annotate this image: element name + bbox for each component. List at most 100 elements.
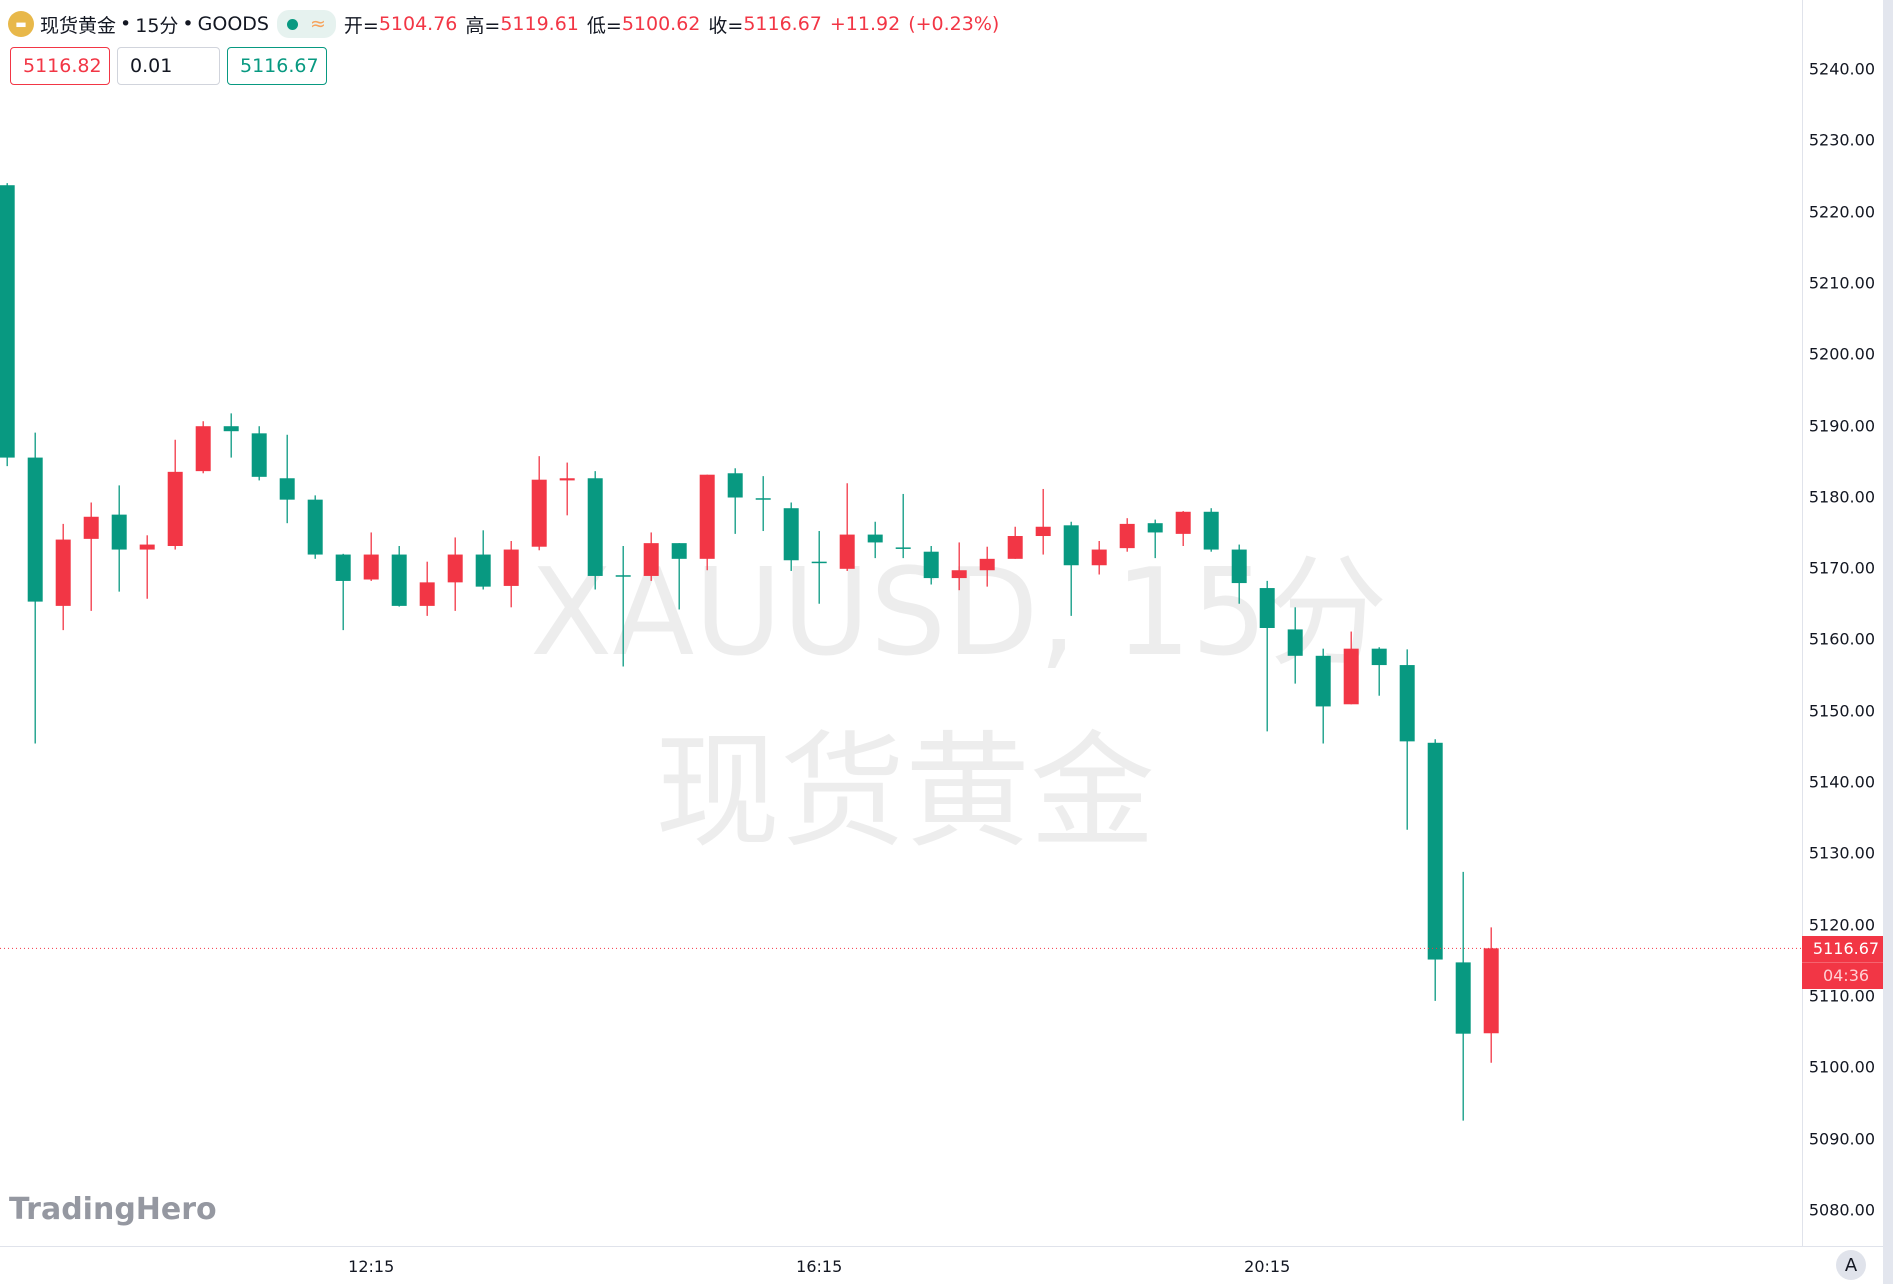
legend-header: ▬ 现货黄金 • 15分 • GOODS ≈ 开= 5104.76 高= 5119.… xyxy=(8,10,999,38)
candle-body[interactable] xyxy=(1147,523,1163,533)
price-tick-label: 5090.00 xyxy=(1808,1129,1875,1148)
price-tick-label: 5240.00 xyxy=(1808,59,1875,79)
scrollbar[interactable] xyxy=(1883,0,1893,1284)
trade-panel: 5116.82 0.01 5116.67 xyxy=(10,47,327,85)
candle-body[interactable] xyxy=(195,426,211,472)
candle-body[interactable] xyxy=(1091,549,1107,566)
candle-body[interactable] xyxy=(811,561,827,564)
candle-body[interactable] xyxy=(27,457,43,602)
price-tick-label: 5230.00 xyxy=(1808,130,1875,150)
price-tick-label: 5140.00 xyxy=(1808,772,1875,792)
price-tick-label: 5150.00 xyxy=(1808,701,1875,721)
candle-body[interactable] xyxy=(1203,511,1219,550)
candle-body[interactable] xyxy=(1063,525,1079,566)
low-value: 5100.62 xyxy=(621,13,701,35)
candle-body[interactable] xyxy=(391,554,407,606)
candle-body[interactable] xyxy=(55,539,71,606)
candle-body[interactable] xyxy=(1287,629,1303,656)
candle-body[interactable] xyxy=(1455,962,1471,1034)
candle-body[interactable] xyxy=(895,547,911,549)
time-tick-label: 12:15 xyxy=(348,1257,395,1276)
approx-icon: ≈ xyxy=(309,13,326,35)
time-tick-label: 20:15 xyxy=(1244,1257,1291,1276)
sell-button[interactable]: 5116.82 xyxy=(10,47,110,85)
candle-body[interactable] xyxy=(839,534,855,569)
candle-body[interactable] xyxy=(531,479,547,547)
high-value: 5119.61 xyxy=(500,13,579,35)
candle-body[interactable] xyxy=(1007,536,1023,559)
candle-body[interactable] xyxy=(1119,523,1135,549)
market-open-dot-icon xyxy=(286,18,298,30)
candle-body[interactable] xyxy=(1231,549,1247,584)
candle-body[interactable] xyxy=(139,544,155,550)
gold-symbol-icon: ▬ xyxy=(8,11,34,37)
candle-body[interactable] xyxy=(1315,655,1331,707)
price-tick-label: 5220.00 xyxy=(1808,202,1875,222)
candle-body[interactable] xyxy=(727,473,743,498)
open-value: 5104.76 xyxy=(378,13,458,35)
auto-scale-button[interactable]: A xyxy=(1836,1250,1866,1280)
close-label: 收= xyxy=(708,14,744,37)
buy-button[interactable]: 5116.67 xyxy=(227,47,327,85)
candle-body[interactable] xyxy=(447,554,463,583)
candle-body[interactable] xyxy=(559,478,575,481)
price-tick-label: 5190.00 xyxy=(1808,416,1875,435)
price-tick-label: 5130.00 xyxy=(1808,843,1875,863)
price-tick-label: 5180.00 xyxy=(1808,487,1875,507)
candle-body[interactable] xyxy=(307,499,323,555)
price-tick-label: 5170.00 xyxy=(1808,558,1875,578)
candle-body[interactable] xyxy=(363,554,379,580)
candle-body[interactable] xyxy=(783,508,799,561)
candle-body[interactable] xyxy=(1483,948,1499,1034)
candle-body[interactable] xyxy=(503,549,519,586)
candle-body[interactable] xyxy=(1371,648,1387,666)
candle-body[interactable] xyxy=(1399,665,1415,742)
candle-body[interactable] xyxy=(1035,526,1051,537)
candle-body[interactable] xyxy=(83,516,99,539)
last-price-value: 5116.67 xyxy=(1812,939,1880,958)
price-tick-label: 5160.00 xyxy=(1808,629,1875,649)
price-tick-label: 5200.00 xyxy=(1808,344,1875,364)
candle-body[interactable] xyxy=(923,551,939,579)
candle-body[interactable] xyxy=(111,514,127,550)
candle-body[interactable] xyxy=(1259,588,1275,628)
candle-body[interactable] xyxy=(335,554,351,581)
candle-body[interactable] xyxy=(279,478,295,500)
time-axis[interactable]: 12:15 16:15 20:15 xyxy=(0,1246,1883,1284)
quantity-input[interactable]: 0.01 xyxy=(117,47,220,85)
candle-body[interactable] xyxy=(951,570,967,579)
candle-body[interactable] xyxy=(755,498,771,500)
candlestick-chart[interactable] xyxy=(0,0,1802,1246)
price-axis[interactable]: 5240.00 5230.00 5220.00 5210.00 5200.00 5190.… xyxy=(1802,0,1883,1246)
candle-body[interactable] xyxy=(1427,742,1443,960)
brand-logo: TradingHero xyxy=(9,1192,217,1227)
candle-body[interactable] xyxy=(979,558,995,571)
open-label: 开= xyxy=(343,14,379,37)
candle-body[interactable] xyxy=(0,185,15,458)
candle-body[interactable] xyxy=(1343,648,1359,705)
candle-body[interactable] xyxy=(587,478,603,576)
candle-body[interactable] xyxy=(867,534,883,543)
candle-body[interactable] xyxy=(699,474,715,559)
candle-body[interactable] xyxy=(615,575,631,577)
interval[interactable]: 15分 xyxy=(135,14,179,37)
price-tick-label: 5120.00 xyxy=(1808,915,1875,935)
candle-body[interactable] xyxy=(167,471,183,546)
change-percent: (+0.23%) xyxy=(908,13,1000,35)
candle-body[interactable] xyxy=(419,582,435,606)
separator: • xyxy=(120,13,132,35)
last-price-label: 5116.67 04:36 xyxy=(1802,936,1890,989)
candle-body[interactable] xyxy=(223,426,239,432)
separator: • xyxy=(182,13,194,35)
candle-body[interactable] xyxy=(671,543,687,559)
candle-body[interactable] xyxy=(643,543,659,576)
market-status[interactable]: ≈ xyxy=(276,10,336,38)
watermark-name: 现货黄金 xyxy=(655,720,1155,865)
data-source: GOODS xyxy=(197,13,269,35)
candle-body[interactable] xyxy=(475,554,491,587)
candle-body[interactable] xyxy=(1175,511,1191,534)
price-tick-label: 5100.00 xyxy=(1808,1057,1875,1077)
candle-body[interactable] xyxy=(251,433,267,477)
time-tick-label: 16:15 xyxy=(796,1257,843,1276)
symbol-name[interactable]: 现货黄金 xyxy=(40,14,117,37)
